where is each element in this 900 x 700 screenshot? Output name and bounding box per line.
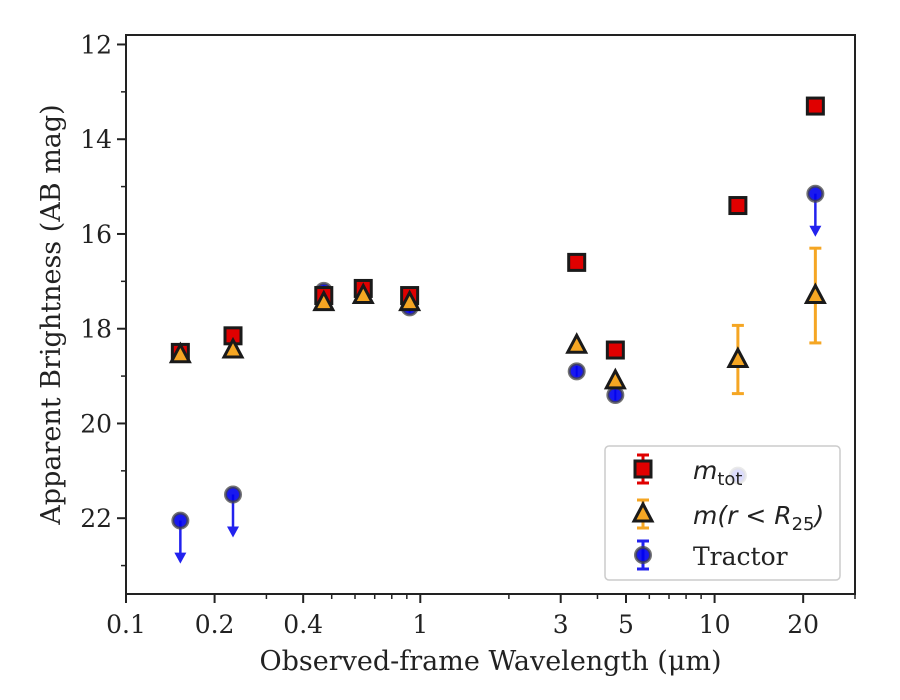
y-tick-label: 16 [80,220,112,249]
point-square [728,196,748,216]
plot-frame [125,34,856,595]
legend-label: Tractor [693,542,788,571]
x-tick-label: 0.1 [106,610,146,639]
point-square [605,340,625,360]
y-tick-label: 14 [80,125,112,154]
point-circle [806,184,825,203]
y-tick-label: 18 [80,315,112,344]
arrow-head [227,526,240,538]
point-circle [171,511,190,530]
legend-label: m(r < R25) [693,501,824,535]
point-circle [606,386,625,405]
point-triangle [803,282,827,305]
y-tick-label: 20 [80,409,112,438]
x-tick-label: 20 [787,610,819,639]
x-tick-label: 3 [553,610,569,639]
arrow-head [809,225,822,237]
legend: mtot m(r < R25) Tractor [604,445,841,581]
x-tick-label: 0.4 [283,610,323,639]
legend-marker-square [633,459,653,479]
legend-marker-triangle [631,500,655,523]
data-marks [168,96,827,564]
point-triangle [565,332,589,354]
point-triangle [221,336,245,359]
point-triangle [603,367,627,390]
legend-box [604,445,841,581]
legend-marker-circle [634,546,652,564]
point-square [805,96,825,116]
x-tick-label: 1 [412,610,428,639]
point-circle [567,362,586,381]
x-tick-label: 10 [699,610,731,639]
point-circle [224,485,243,504]
y-tick-label: 12 [80,30,112,59]
point-triangle [168,341,192,364]
point-triangle [312,289,336,312]
legend-label: mtot [693,456,743,490]
point-triangle [351,282,375,305]
x-tick-label: 0.2 [195,610,235,639]
x-axis-label: Observed-frame Wavelength (μm) [259,646,721,677]
y-axis-label: Apparent Brightness (AB mag) [36,104,67,525]
arrow-head [174,552,187,564]
x-axis-ticks: 0.1 0.2 0.4 1 3 5 10 20 [106,594,856,639]
point-triangle [398,289,422,312]
y-tick-label: 22 [80,504,112,533]
x-tick-label: 5 [618,610,634,639]
y-axis-ticks: 12 14 16 18 20 22 [80,30,126,567]
point-triangle [726,346,750,369]
point-square [567,252,587,272]
